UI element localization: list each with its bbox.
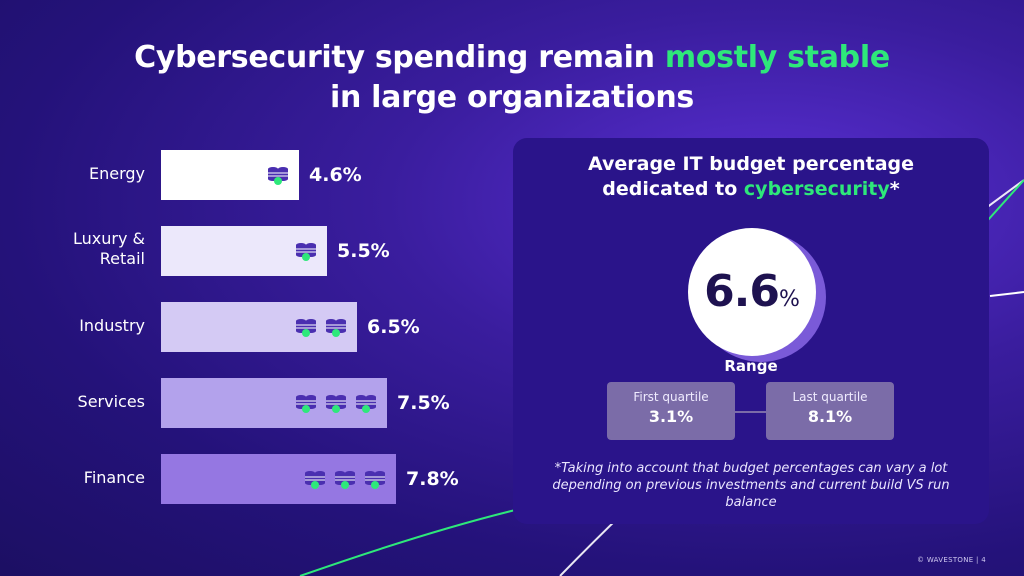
- average-panel: Average IT budget percentage dedicated t…: [513, 138, 989, 524]
- sector-bar-chart: Energy 4.6% Luxury & Retail 5.5% Industry 6.5%…: [73, 164, 459, 504]
- value-label: 7.5%: [397, 392, 450, 414]
- value-label: 6.5%: [367, 316, 420, 338]
- last-quartile-label: Last quartile: [792, 390, 868, 404]
- average-circle: 6.6%: [688, 228, 826, 362]
- bar-icon-group: [295, 316, 347, 338]
- circle-face: 6.6%: [688, 228, 816, 356]
- bar: [161, 378, 387, 428]
- coin-stack-icon: [334, 468, 356, 490]
- footnote: *Taking into account that budget percent…: [552, 461, 950, 510]
- bar-icon-group: [295, 240, 317, 262]
- first-quartile-box: First quartile 3.1%: [607, 382, 735, 440]
- title-prefix: Cybersecurity spending remain: [134, 40, 655, 75]
- bar-icon-group: [295, 392, 377, 414]
- title-accent: mostly stable: [664, 40, 890, 75]
- coin-stack-icon: [304, 468, 326, 490]
- coin-stack-icon: [295, 316, 317, 338]
- category-label: Industry: [79, 316, 145, 335]
- bar-icon-group: [304, 468, 386, 490]
- range-label: Range: [724, 357, 778, 375]
- category-label: Energy: [88, 164, 145, 183]
- coin-stack-icon: [325, 316, 347, 338]
- panel-title: Average IT budget percentage dedicated t…: [513, 152, 989, 202]
- coin-stack-icon: [267, 164, 289, 186]
- value-label: 7.8%: [406, 468, 459, 490]
- coin-stack-icon: [364, 468, 386, 490]
- page-title: Cybersecurity spending remain mostly sta…: [0, 38, 1024, 118]
- last-quartile-box: Last quartile 8.1%: [766, 382, 894, 440]
- coin-stack-icon: [295, 240, 317, 262]
- value-label: 4.6%: [309, 164, 362, 186]
- category-label: Services: [77, 392, 145, 411]
- footer-brand: © WAVESTONE: [917, 556, 974, 564]
- first-quartile-label: First quartile: [633, 390, 709, 404]
- first-quartile-value: 3.1%: [648, 407, 694, 426]
- title-line2: in large organizations: [330, 80, 694, 115]
- panel-title-prefix: dedicated to: [602, 178, 738, 200]
- quartile-connector: [735, 411, 767, 413]
- coin-stack-icon: [295, 392, 317, 414]
- average-value: 6.6: [704, 266, 780, 317]
- category-label: Finance: [83, 468, 145, 487]
- last-quartile-value: 8.1%: [807, 407, 853, 426]
- panel-title-suffix: *: [889, 178, 900, 200]
- coin-stack-icon: [325, 392, 347, 414]
- footer-page: 4: [981, 556, 986, 564]
- panel-title-accent: cybersecurity: [743, 178, 890, 200]
- bar: [161, 454, 396, 504]
- bar: [161, 302, 357, 352]
- average-unit: %: [779, 287, 800, 312]
- coin-stack-icon: [355, 392, 377, 414]
- bar-icon-group: [267, 164, 289, 186]
- footer: © WAVESTONE | 4: [917, 556, 986, 564]
- value-label: 5.5%: [337, 240, 390, 262]
- category-label: Luxury & Retail: [73, 229, 145, 268]
- panel-title-line1: Average IT budget percentage: [587, 153, 915, 175]
